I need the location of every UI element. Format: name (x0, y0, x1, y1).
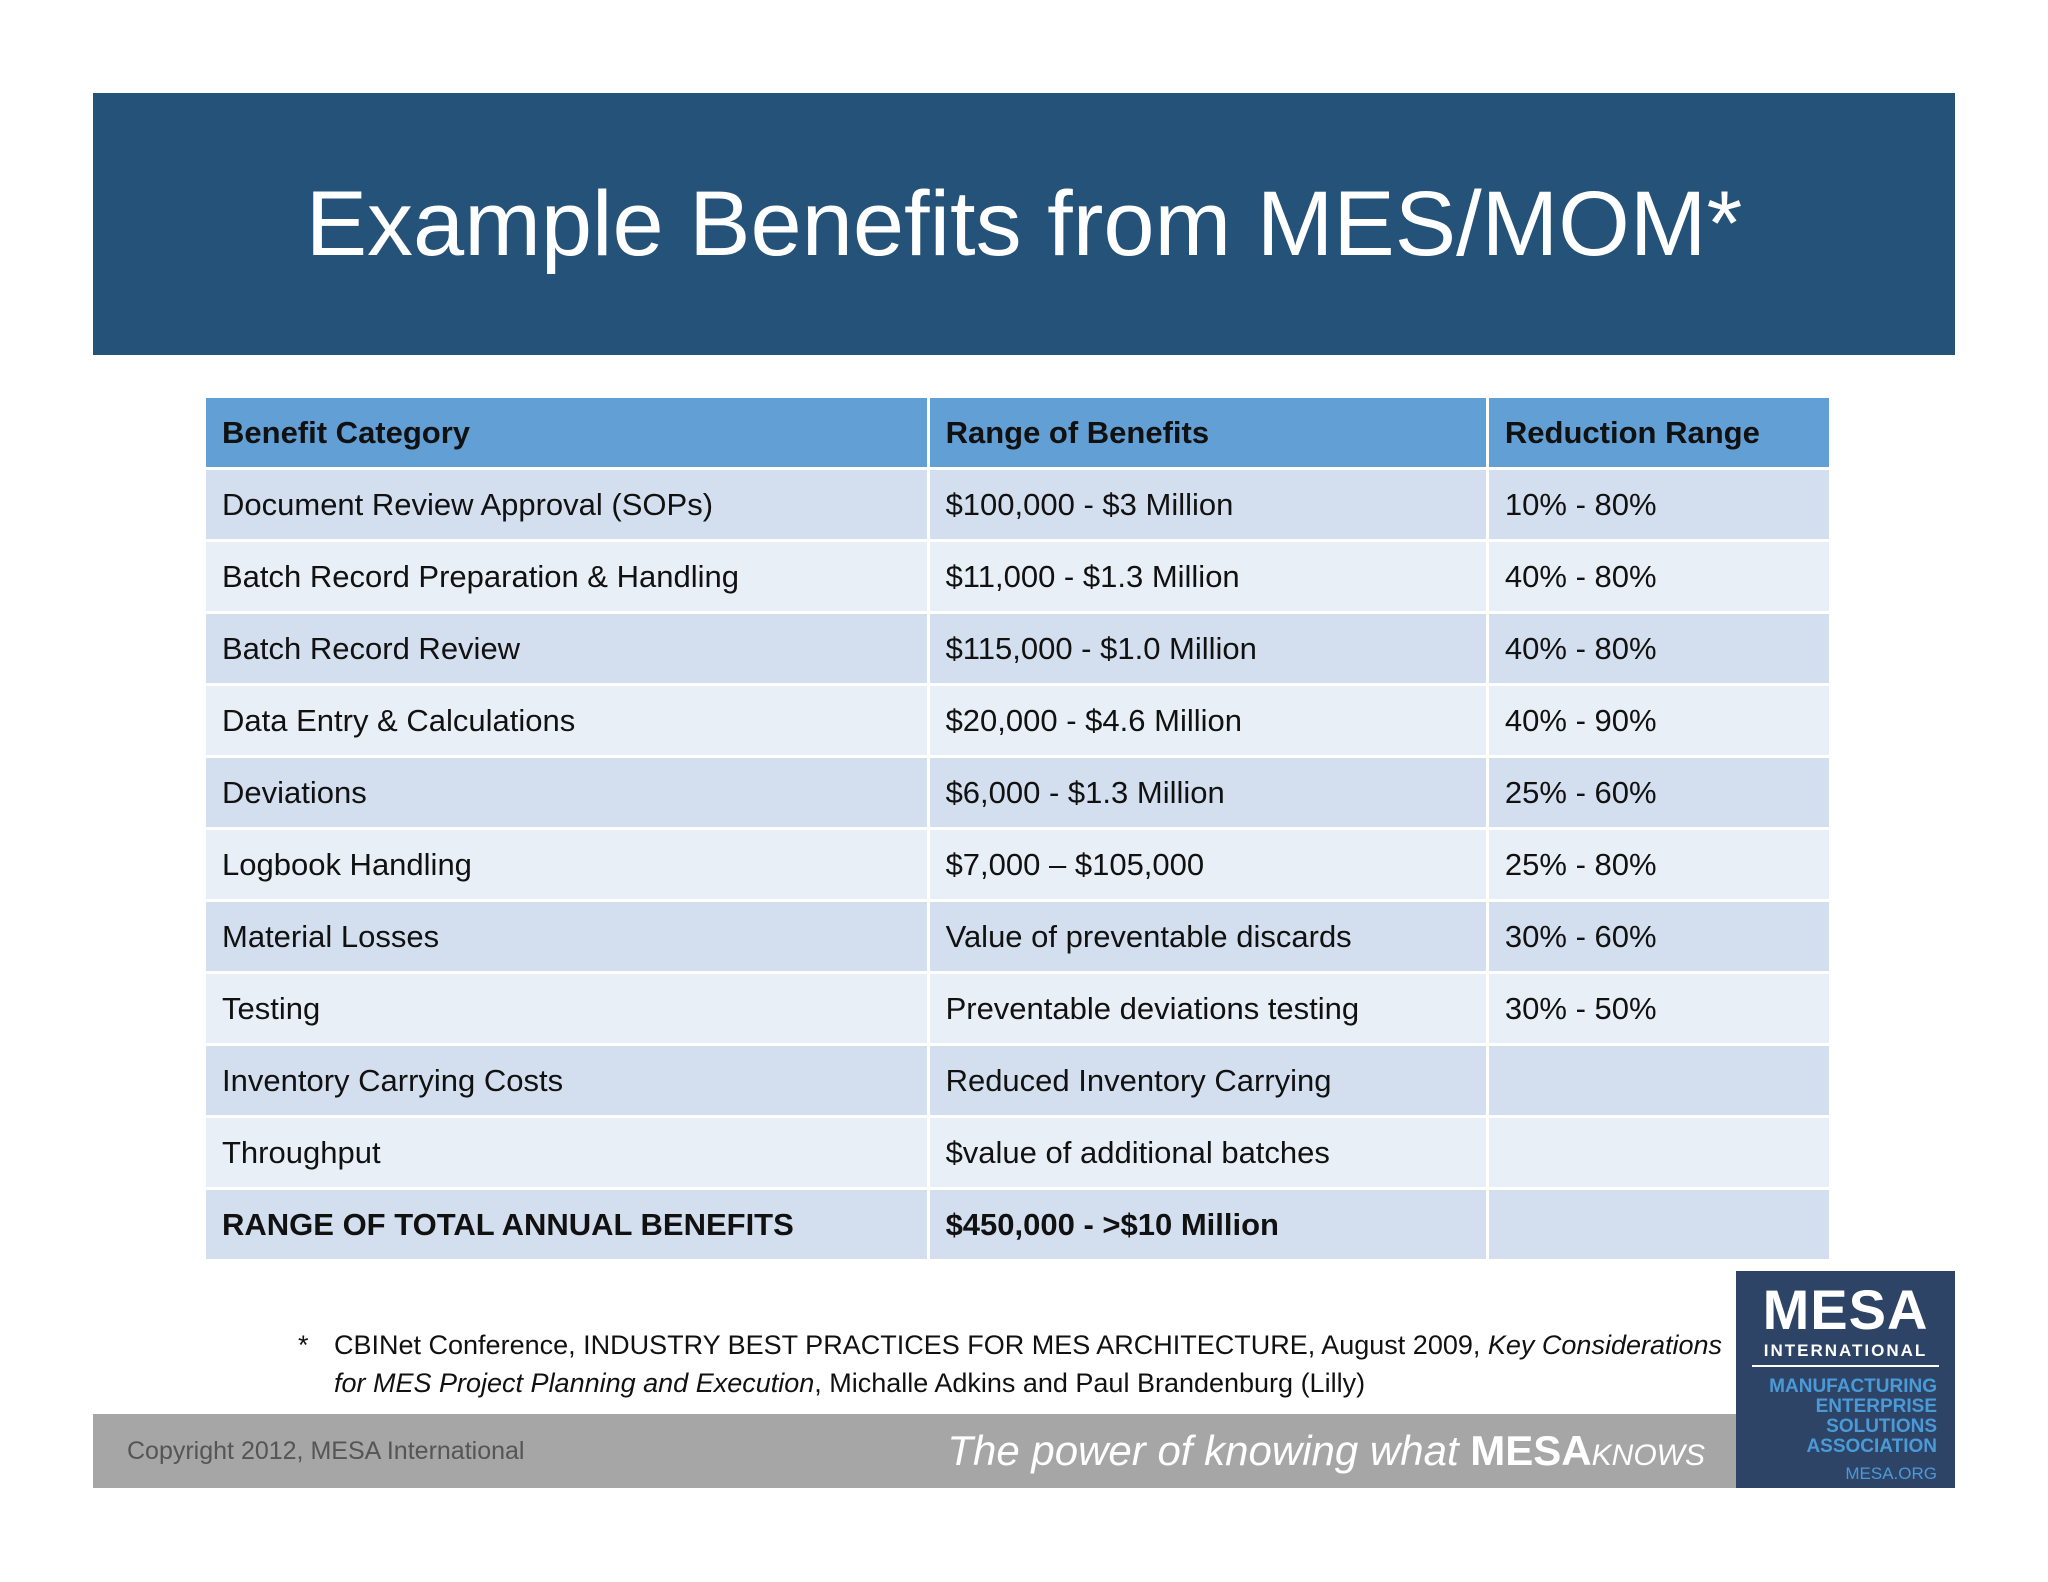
table-row: Deviations $6,000 - $1.3 Million 25% - 60% (203, 755, 1833, 830)
logo-line: ENTERPRISE (1815, 1396, 1937, 1417)
footnote: * CBINet Conference, INDUSTRY BEST PRACT… (298, 1326, 1728, 1402)
table-cell: 30% - 50% (1485, 971, 1833, 1046)
table-cell: $115,000 - $1.0 Million (926, 611, 1489, 686)
table-cell: $450,000 - >$10 Million (926, 1187, 1489, 1262)
footnote-body: CBINet Conference, INDUSTRY BEST PRACTIC… (334, 1326, 1728, 1402)
footnote-text: CBINet Conference, INDUSTRY BEST PRACTIC… (334, 1330, 1481, 1360)
table-cell: 10% - 80% (1485, 467, 1833, 542)
table-cell: Testing (203, 971, 930, 1046)
table-cell: 25% - 80% (1485, 827, 1833, 902)
table-cell: Logbook Handling (203, 827, 930, 902)
logo-url: MESA.ORG (1845, 1464, 1937, 1483)
column-header: Benefit Category (203, 395, 930, 470)
table-cell: Document Review Approval (SOPs) (203, 467, 930, 542)
empty-cell (1485, 1187, 1833, 1262)
tagline-brand: MESA (1470, 1427, 1592, 1474)
table-row: Throughput $value of additional batches (203, 1115, 1833, 1190)
logo-line: ASSOCIATION (1806, 1436, 1937, 1457)
table-row: Testing Preventable deviations testing 30%… (203, 971, 1833, 1046)
empty-cell (1485, 1115, 1833, 1190)
table-cell: Data Entry & Calculations (203, 683, 930, 758)
copyright: Copyright 2012, MESA International (127, 1437, 525, 1465)
table-row: Data Entry & Calculations $20,000 - $4.6 … (203, 683, 1833, 758)
table-row: Batch Record Review $115,000 - $1.0 Milli… (203, 611, 1833, 686)
tagline-text: The power of knowing what (947, 1427, 1459, 1474)
table-cell: 40% - 80% (1485, 539, 1833, 614)
table-cell: $value of additional batches (926, 1115, 1489, 1190)
table-cell: Throughput (203, 1115, 930, 1190)
table-row: Document Review Approval (SOPs) $100,000 … (203, 467, 1833, 542)
table-cell: 25% - 60% (1485, 755, 1833, 830)
logo: MESA INTERNATIONAL MANUFACTURING ENTERPRI… (1736, 1271, 1955, 1488)
benefits-table: Benefit Category Range of Benefits Reducti… (203, 395, 1833, 1262)
table-cell: $6,000 - $1.3 Million (926, 755, 1489, 830)
footnote-marker: * (298, 1330, 309, 1360)
table-row: Batch Record Preparation & Handling $11,0… (203, 539, 1833, 614)
table-cell: Batch Record Review (203, 611, 930, 686)
table-cell: Batch Record Preparation & Handling (203, 539, 930, 614)
table-cell: 40% - 90% (1485, 683, 1833, 758)
table-row: Inventory Carrying Costs Reduced Inventor… (203, 1043, 1833, 1118)
title-banner: Example Benefits from MES/MOM* (93, 93, 1955, 355)
footnote-italic: Key Considerations for MES Project Plann… (334, 1330, 1723, 1398)
tagline: The power of knowing what MESAKNOWS (947, 1414, 1705, 1493)
column-header: Range of Benefits (926, 395, 1489, 470)
table-row: RANGE OF TOTAL ANNUAL BENEFITS $450,000 -… (203, 1187, 1833, 1262)
table-cell: $20,000 - $4.6 Million (926, 683, 1489, 758)
table-cell: RANGE OF TOTAL ANNUAL BENEFITS (203, 1187, 930, 1262)
table-cell: Preventable deviations testing (926, 971, 1489, 1046)
column-header: Reduction Range (1485, 395, 1833, 470)
table-cell: $100,000 - $3 Million (926, 467, 1489, 542)
table-cell: Reduced Inventory Carrying (926, 1043, 1489, 1118)
logo-lines: MANUFACTURING ENTERPRISE SOLUTIONS ASSOCIAT… (1769, 1377, 1937, 1457)
empty-cell (1485, 1043, 1833, 1118)
table-cell: $11,000 - $1.3 Million (926, 539, 1489, 614)
tagline-suffix: KNOWS (1591, 1439, 1705, 1472)
table-cell: Value of preventable discards (926, 899, 1489, 974)
logo-sub: INTERNATIONAL (1752, 1341, 1939, 1367)
logo-line: SOLUTIONS (1826, 1416, 1937, 1437)
header-row: Benefit Category Range of Benefits Reducti… (203, 395, 1833, 470)
table-row: Material Losses Value of preventable disc… (203, 899, 1833, 974)
table-cell: Material Losses (203, 899, 930, 974)
footer-bar: Copyright 2012, MESA International The p… (93, 1414, 1737, 1488)
title: Example Benefits from MES/MOM* (305, 172, 1743, 275)
table-cell: Deviations (203, 755, 930, 830)
logo-line: MANUFACTURING (1769, 1376, 1937, 1397)
table-cell: 30% - 60% (1485, 899, 1833, 974)
table-cell: Inventory Carrying Costs (203, 1043, 930, 1118)
table-cell: 40% - 80% (1485, 611, 1833, 686)
table-cell: $7,000 – $105,000 (926, 827, 1489, 902)
logo-name: MESA (1762, 1278, 1929, 1341)
table-row: Logbook Handling $7,000 – $105,000 25% - 8… (203, 827, 1833, 902)
table-body: Document Review Approval (SOPs) $100,000 … (203, 467, 1833, 1262)
footnote-authors: , Michalle Adkins and Paul Brandenburg (… (814, 1368, 1366, 1398)
